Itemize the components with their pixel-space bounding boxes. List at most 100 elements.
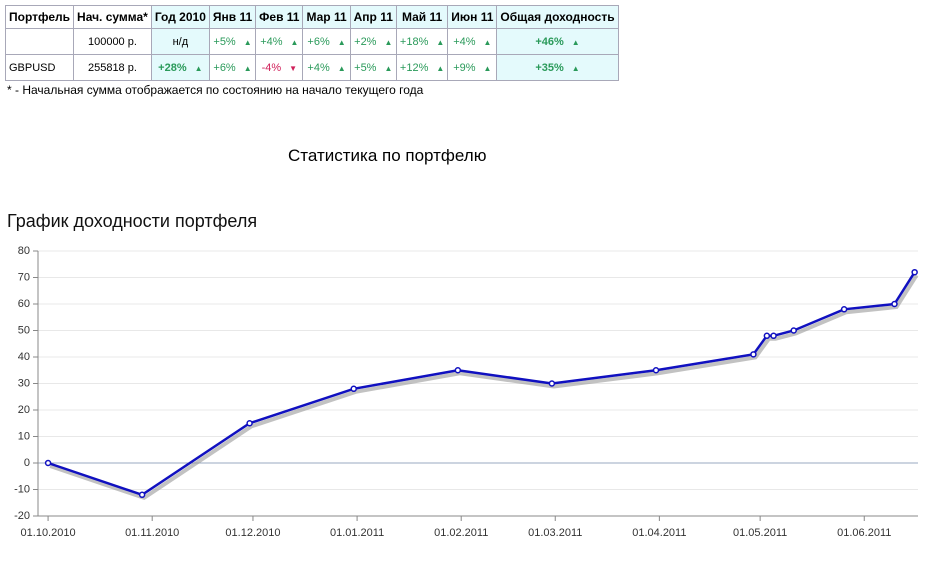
x-tick-label: 01.03.2011 <box>528 527 582 539</box>
cell-text: +2% <box>354 35 377 48</box>
header-cell: Июн 11 <box>447 5 498 29</box>
table-cell <box>4 28 75 55</box>
table-cell: -4% ▼ <box>255 54 304 81</box>
x-tick-label: 01.01.2011 <box>330 527 384 539</box>
header-cell: Нач. сумма* <box>73 5 152 29</box>
point <box>763 332 771 340</box>
x-tick-label: 01.05.2011 <box>733 527 787 539</box>
arrow-icon: ▲ <box>571 63 580 73</box>
table-cell: +4% ▲ <box>447 28 498 55</box>
cell-text: н/д <box>172 35 189 48</box>
arrow-icon: ▲ <box>243 37 252 47</box>
arrow-icon: ▼ <box>289 63 298 73</box>
cell-text: 100000 р. <box>87 35 137 48</box>
header-cell: Мар 11 <box>302 5 351 29</box>
header-cell: Год 2010 <box>150 5 210 29</box>
point <box>790 327 797 334</box>
cell-text: +12% <box>399 61 429 74</box>
chart-title: График доходности портфеля <box>7 211 257 231</box>
point <box>652 367 660 374</box>
cell-text: GBPUSD <box>9 61 56 74</box>
point <box>750 351 757 358</box>
point <box>770 332 777 340</box>
cell-text: +5% <box>354 61 377 74</box>
cell-text: +4% <box>307 61 330 74</box>
arrow-icon: ▲ <box>436 63 445 73</box>
y-tick-label: 40 <box>18 351 30 363</box>
cell-text: +4% <box>260 35 283 48</box>
cell-text: +4% <box>453 35 476 48</box>
point <box>44 459 52 467</box>
heading: Статистика по портфелю <box>288 146 487 165</box>
y-tick-label: 70 <box>18 271 30 283</box>
table-cell: +9% ▲ <box>447 54 498 81</box>
x-tick-label: 01.04.2011 <box>632 527 686 539</box>
point <box>454 367 462 374</box>
arrow-icon: ▲ <box>337 37 346 47</box>
header-cell: Май 11 <box>395 5 449 29</box>
x-tick-label: 01.12.2010 <box>225 527 280 539</box>
x-tick-label: 01.11.2010 <box>125 527 179 539</box>
y-tick-label: -20 <box>14 510 30 522</box>
line-shadow <box>49 274 919 501</box>
cell-text: +28% <box>158 61 187 74</box>
header-cell: Портфель <box>4 5 75 29</box>
table-cell: +4% ▲ <box>255 28 304 55</box>
y-tick-label: 20 <box>18 404 30 416</box>
arrow-icon: ▲ <box>483 63 492 73</box>
arrow-icon: ▲ <box>337 63 346 73</box>
portfolio-table: Портфель Нач. сумма* Год 2010 Янв 11 Фев 11 М… <box>4 5 619 81</box>
header-cell: Фев 11 <box>255 5 304 29</box>
table-cell: +5% ▲ <box>349 54 397 81</box>
table-cell: +28% ▲ <box>150 54 210 81</box>
arrow-icon: ▲ <box>571 37 580 47</box>
x-tick-label: 01.02.2011 <box>434 527 488 539</box>
table-cell: +12% ▲ <box>395 54 449 81</box>
y-tick-label: 80 <box>18 245 30 257</box>
table-row: 100000 р. н/д +5% ▲ +4% ▲ +6% ▲ +2% ▲ +18% ▲ +4% ▲ +46… <box>4 28 619 55</box>
arrow-icon: ▲ <box>384 63 393 73</box>
table-cell: +46% ▲ <box>496 28 619 55</box>
cell-text: +18% <box>399 35 429 48</box>
cell-text: +9% <box>453 61 476 74</box>
y-tick-label: 50 <box>18 324 30 336</box>
arrow-icon: ▲ <box>243 63 252 73</box>
table-cell: +6% ▲ <box>208 54 257 81</box>
cell-text: +6% <box>307 35 330 48</box>
table-cell: GBPUSD <box>4 54 75 81</box>
x-tick-label: 01.10.2010 <box>21 527 76 539</box>
arrow-icon: ▲ <box>194 63 203 73</box>
point <box>891 300 898 308</box>
point <box>138 491 146 499</box>
cell-text: +5% <box>213 35 236 48</box>
note: * - Начальная сумма отображается по сост… <box>7 83 424 97</box>
arrow-icon: ▲ <box>436 37 445 47</box>
point <box>840 306 848 313</box>
header-row: Портфель Нач. сумма* Год 2010 Янв 11 Фев 11 М… <box>4 5 619 29</box>
arrow-icon: ▲ <box>483 37 492 47</box>
point <box>548 380 556 387</box>
cell-text: 255818 р. <box>87 61 137 74</box>
table-cell: +35% ▲ <box>496 54 619 81</box>
point <box>911 268 918 276</box>
table-cell: 100000 р. <box>73 28 152 55</box>
y-tick-label: 10 <box>18 430 30 442</box>
table-cell: 255818 р. <box>73 54 152 81</box>
cell-text: -4% <box>261 61 282 74</box>
point <box>350 385 357 393</box>
arrow-icon: ▲ <box>290 37 299 47</box>
y-tick-label: 30 <box>18 377 30 389</box>
point <box>246 420 253 427</box>
cell-text: +35% <box>535 61 564 74</box>
table-cell: +18% ▲ <box>395 28 449 55</box>
cell-text: +6% <box>213 61 236 74</box>
y-tick-label: -10 <box>14 483 30 495</box>
table-cell: +4% ▲ <box>302 54 351 81</box>
table-row: GBPUSD 255818 р. +28% ▲ +6% ▲ -4% ▼ +4% ▲ +5% ▲ +12%… <box>4 54 619 81</box>
line <box>47 271 916 497</box>
x-tick-label: 01.06.2011 <box>837 527 891 539</box>
y-tick-label: 60 <box>18 298 30 310</box>
cell-text: +46% <box>535 35 564 48</box>
